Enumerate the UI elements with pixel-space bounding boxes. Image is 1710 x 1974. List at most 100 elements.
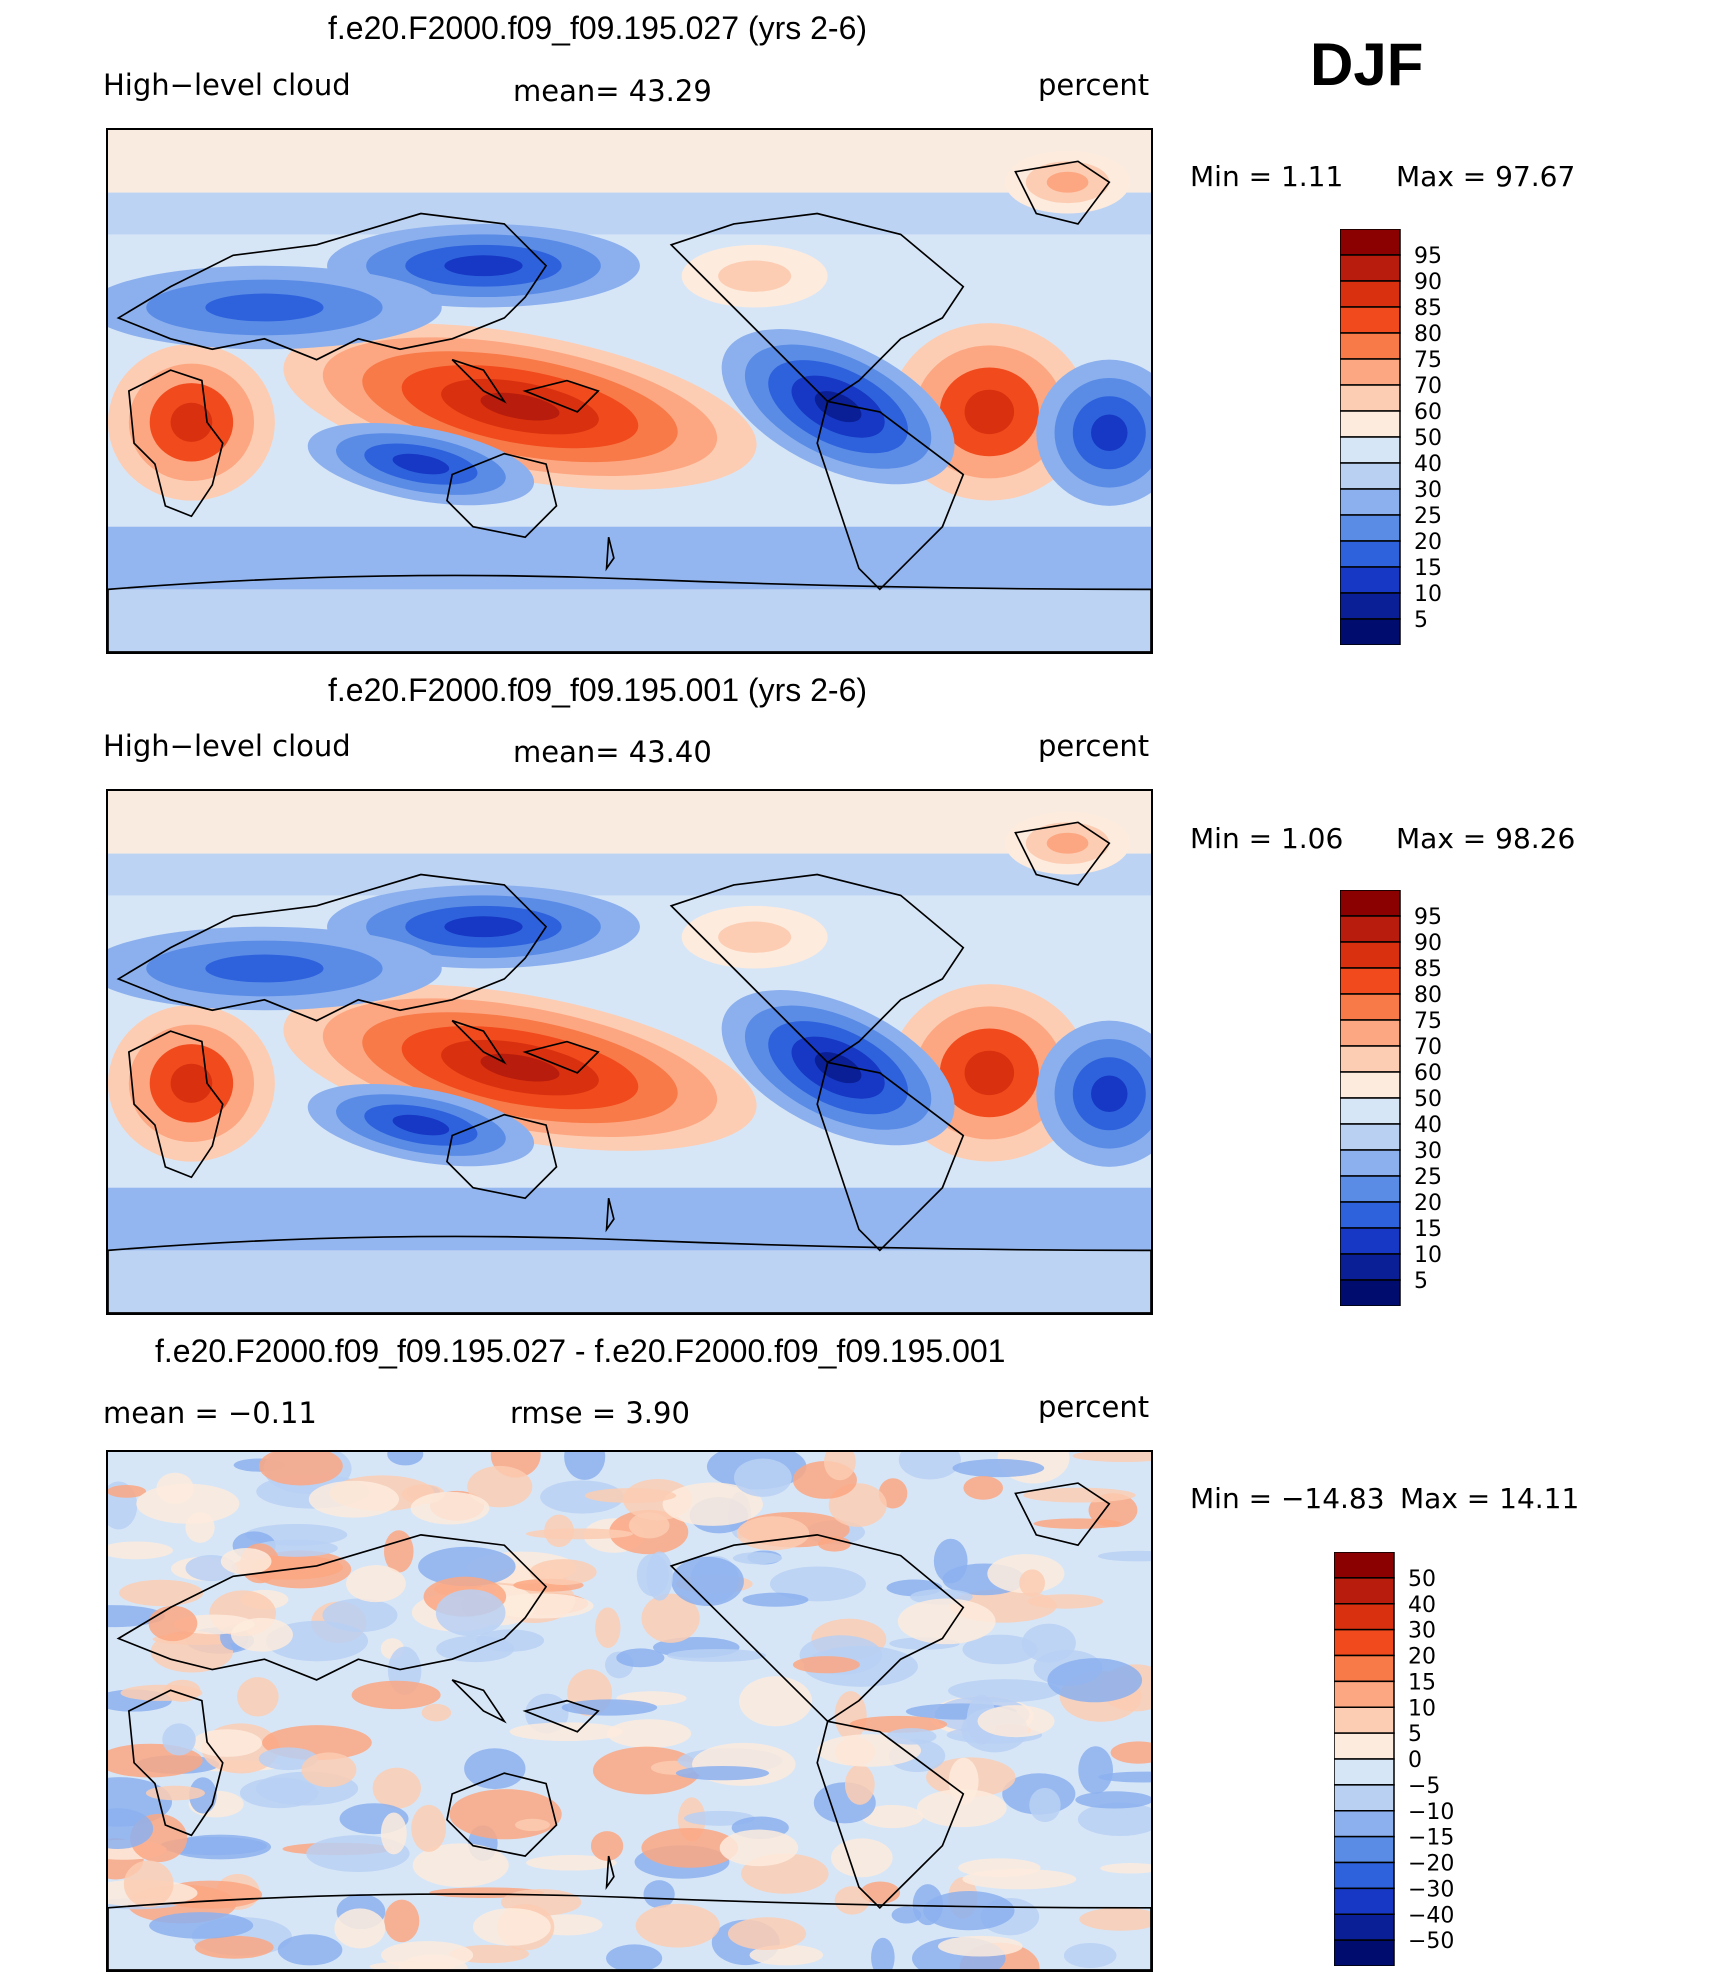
map-anomaly-patch bbox=[675, 1765, 770, 1781]
colorbar-box bbox=[1339, 967, 1401, 995]
map-anomaly-patch bbox=[849, 1715, 948, 1733]
colorbar-box bbox=[1339, 384, 1401, 412]
colorbar-box bbox=[1339, 228, 1401, 256]
colorbar-box bbox=[1333, 1835, 1395, 1864]
colorbar-tick-label: 15 bbox=[1408, 1670, 1436, 1695]
panel-1-title: f.e20.F2000.f09_f09.195.027 (yrs 2-6) bbox=[328, 10, 868, 46]
map-anomaly-patch bbox=[150, 1630, 234, 1673]
colorbar-tick-label: 75 bbox=[1414, 1009, 1442, 1034]
map-anomaly-patch bbox=[449, 1789, 562, 1840]
colorbar-box bbox=[1339, 1045, 1401, 1073]
map-anomaly-patch bbox=[258, 1452, 343, 1486]
map-anomaly-patch bbox=[897, 1598, 996, 1645]
colorbar-tick-label: 90 bbox=[1414, 931, 1442, 956]
panel-2-variable: High−level cloud bbox=[103, 729, 351, 763]
map-anomaly-patch bbox=[120, 1684, 203, 1701]
map-anomaly-patch bbox=[1100, 1863, 1151, 1874]
panel-2-mean: mean= 43.40 bbox=[513, 735, 712, 769]
colorbar-box bbox=[1339, 993, 1401, 1021]
map-anomaly-patch bbox=[1019, 1569, 1045, 1597]
colorbar-box bbox=[1339, 436, 1401, 464]
coastline bbox=[451, 358, 600, 413]
colorbar-box bbox=[1333, 1939, 1395, 1967]
map-anomaly-patch bbox=[590, 1831, 624, 1861]
map-band bbox=[108, 130, 1151, 193]
map-band bbox=[108, 589, 1151, 652]
map-svg bbox=[108, 130, 1151, 652]
colorbar-tick-label: 5 bbox=[1408, 1722, 1422, 1747]
map-anomaly-patch bbox=[381, 1941, 474, 1970]
colorbar-tick-label: 60 bbox=[1414, 1061, 1442, 1086]
colorbar-box bbox=[1339, 1019, 1401, 1047]
colorbar-box bbox=[1339, 1279, 1401, 1307]
colorbar-box bbox=[1339, 1201, 1401, 1229]
colorbar-tick-label: 90 bbox=[1414, 270, 1442, 295]
coastline bbox=[108, 574, 1151, 652]
map-band bbox=[108, 853, 1151, 896]
map-anomaly-patch bbox=[616, 1648, 665, 1668]
colorbar-box bbox=[1339, 889, 1401, 917]
map-anomaly-patch bbox=[628, 1512, 670, 1539]
colorbar-tick-label: 70 bbox=[1414, 374, 1442, 399]
panel-1-variable: High−level cloud bbox=[103, 68, 351, 102]
colorbar-box bbox=[1333, 1784, 1395, 1812]
map-field-contour bbox=[964, 389, 1015, 435]
panel-1-max: Max = 97.67 bbox=[1396, 160, 1576, 193]
map-band bbox=[108, 1250, 1151, 1313]
map-anomaly-patch bbox=[886, 1728, 937, 1745]
map-band bbox=[108, 192, 1151, 235]
colorbar-box bbox=[1339, 941, 1401, 969]
colorbar-box bbox=[1339, 462, 1401, 490]
map-anomaly-patch bbox=[410, 1491, 490, 1525]
map-anomaly-patch bbox=[592, 1746, 701, 1795]
map-anomaly-patch bbox=[641, 1828, 739, 1868]
colorbar-box bbox=[1333, 1654, 1395, 1683]
colorbar-box bbox=[1333, 1680, 1395, 1708]
colorbar-tick-label: −40 bbox=[1408, 1903, 1454, 1928]
panel-1-min: Min = 1.11 bbox=[1190, 160, 1344, 193]
panel-1-colorbar: 95 90 85 80 75 70 60 50 40 30 25 20 15 10 5 bbox=[1339, 228, 1500, 646]
coastline bbox=[116, 212, 548, 361]
coastline bbox=[605, 1197, 615, 1233]
colorbar-box bbox=[1333, 1810, 1395, 1838]
map-anomaly-patch bbox=[636, 1553, 669, 1597]
colorbar-tick-label: 30 bbox=[1414, 478, 1442, 503]
colorbar-box bbox=[1339, 566, 1401, 594]
colorbar-box bbox=[1339, 540, 1401, 568]
colorbar-box bbox=[1339, 915, 1401, 943]
colorbar-tick-label: 20 bbox=[1414, 530, 1442, 555]
coastline bbox=[816, 400, 965, 591]
colorbar-tick-label: 25 bbox=[1414, 1165, 1442, 1190]
map-anomaly-patch bbox=[194, 1935, 274, 1959]
panel-2-title: f.e20.F2000.f09_f09.195.001 (yrs 2-6) bbox=[328, 672, 868, 708]
colorbar-tick-label: 95 bbox=[1414, 905, 1442, 930]
colorbar-tick-label: −10 bbox=[1408, 1800, 1454, 1825]
map-field-contour bbox=[1046, 832, 1089, 854]
colorbar-box bbox=[1333, 1603, 1395, 1631]
map-anomaly-patch bbox=[667, 1648, 766, 1662]
panel-3-units: percent bbox=[1038, 1390, 1150, 1424]
coastline bbox=[669, 873, 965, 1064]
coastline bbox=[127, 1030, 224, 1179]
colorbar-box bbox=[1339, 254, 1401, 282]
colorbar-tick-label: 85 bbox=[1414, 957, 1442, 982]
map-field-contour bbox=[718, 260, 792, 292]
map-anomaly-patch bbox=[643, 1880, 675, 1909]
map-anomaly-patch bbox=[948, 1679, 1061, 1703]
map-anomaly-patch bbox=[739, 1676, 813, 1727]
colorbar-box bbox=[1333, 1551, 1395, 1579]
panel-3-rmse: rmse = 3.90 bbox=[510, 1396, 690, 1430]
colorbar-tick-label: 20 bbox=[1414, 1191, 1442, 1216]
map-anomaly-patch bbox=[322, 1598, 398, 1632]
map-svg bbox=[108, 791, 1151, 1313]
colorbar-tick-label: 30 bbox=[1408, 1619, 1436, 1644]
colorbar-tick-label: 95 bbox=[1414, 244, 1442, 269]
map-anomaly-patch bbox=[540, 1480, 624, 1514]
colorbar-box bbox=[1339, 1149, 1401, 1177]
colorbar-tick-label: 5 bbox=[1414, 608, 1428, 633]
map-anomaly-patch bbox=[1078, 1746, 1114, 1794]
map-field-contour bbox=[444, 916, 523, 938]
map-anomaly-patch bbox=[387, 1452, 424, 1466]
map-field-contour bbox=[1091, 414, 1128, 452]
map-anomaly-patch bbox=[515, 1818, 550, 1832]
